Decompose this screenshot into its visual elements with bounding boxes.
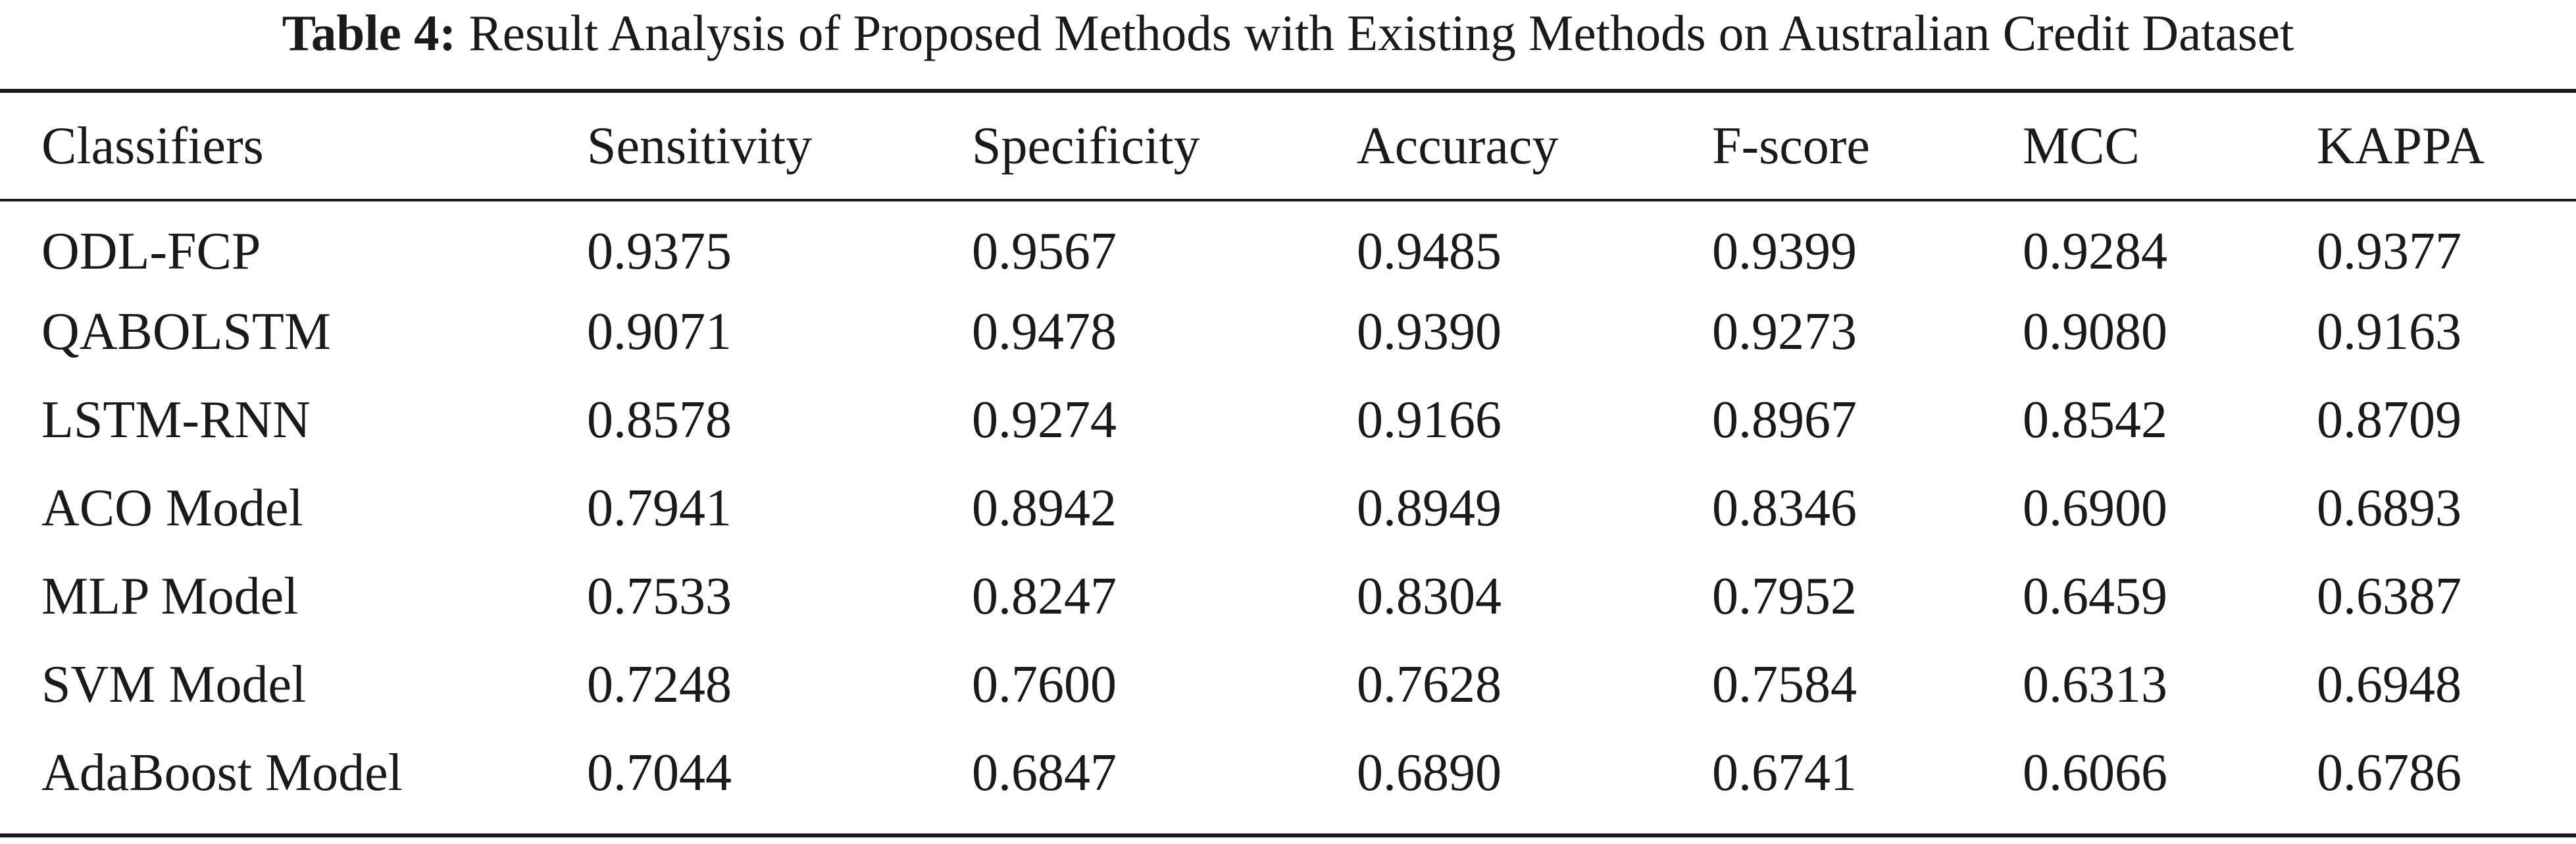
- table-cell: 0.9399: [1712, 222, 1857, 280]
- table-cell: 0.8949: [1357, 479, 1502, 537]
- table-cell: 0.8967: [1712, 390, 1857, 449]
- table-row: LSTM-RNN 0.8578 0.9274 0.9166 0.8967 0.8…: [0, 376, 2576, 464]
- table-cell: 0.7941: [587, 479, 732, 537]
- column-header: KAPPA: [2317, 117, 2485, 175]
- table-cell: 0.6893: [2317, 479, 2462, 537]
- top-rule: [0, 89, 2576, 93]
- table-cell: 0.6741: [1712, 743, 1857, 802]
- table-cell: 0.9080: [2023, 302, 2167, 361]
- table-cell: 0.9567: [972, 222, 1117, 280]
- classifier-name: ACO Model: [41, 479, 303, 537]
- table-cell: 0.7044: [587, 743, 732, 802]
- column-header: Sensitivity: [587, 117, 813, 175]
- column-header: Classifiers: [41, 117, 264, 175]
- header-row: Classifiers Sensitivity Specificity Accu…: [0, 93, 2576, 199]
- column-header: MCC: [2023, 117, 2140, 175]
- table-cell: 0.9375: [587, 222, 732, 280]
- table-cell: 0.9071: [587, 302, 732, 361]
- classifier-name: SVM Model: [41, 655, 307, 714]
- table-row: MLP Model 0.7533 0.8247 0.8304 0.7952 0.…: [0, 552, 2576, 641]
- classifier-name: LSTM-RNN: [41, 390, 311, 449]
- table-cell: 0.8304: [1357, 567, 1502, 625]
- table-cell: 0.6459: [2023, 567, 2167, 625]
- classifier-name: QABOLSTM: [41, 302, 332, 361]
- results-table: Classifiers Sensitivity Specificity Accu…: [0, 93, 2576, 817]
- table-cell: 0.8247: [972, 567, 1117, 625]
- column-header: F-score: [1712, 117, 1870, 175]
- table-cell: 0.9377: [2317, 222, 2462, 280]
- table-cell: 0.8942: [972, 479, 1117, 537]
- table-row: ACO Model 0.7941 0.8942 0.8949 0.8346 0.…: [0, 464, 2576, 552]
- table-cell: 0.7584: [1712, 655, 1857, 714]
- table-cell: 0.8578: [587, 390, 732, 449]
- table-cell: 0.6890: [1357, 743, 1502, 802]
- header-rule: [0, 199, 2576, 201]
- caption-label: Table 4:: [282, 5, 457, 61]
- table-cell: 0.6847: [972, 743, 1117, 802]
- table-cell: 0.6786: [2317, 743, 2462, 802]
- table-cell: 0.6948: [2317, 655, 2462, 714]
- table-cell: 0.9485: [1357, 222, 1502, 280]
- table-cell: 0.9274: [972, 390, 1117, 449]
- table-row: SVM Model 0.7248 0.7600 0.7628 0.7584 0.…: [0, 641, 2576, 729]
- table-cell: 0.7628: [1357, 655, 1502, 714]
- caption-text: Result Analysis of Proposed Methods with…: [468, 5, 2294, 61]
- table-row: AdaBoost Model 0.7044 0.6847 0.6890 0.67…: [0, 729, 2576, 817]
- table-cell: 0.6387: [2317, 567, 2462, 625]
- table-cell: 0.9478: [972, 302, 1117, 361]
- table-cell: 0.7248: [587, 655, 732, 714]
- classifier-name: MLP Model: [41, 567, 299, 625]
- classifier-name: ODL-FCP: [41, 222, 261, 280]
- table-cell: 0.8542: [2023, 390, 2167, 449]
- classifier-name: AdaBoost Model: [41, 743, 403, 802]
- table-cell: 0.6066: [2023, 743, 2167, 802]
- table-cell: 0.7600: [972, 655, 1117, 714]
- column-header: Specificity: [972, 117, 1200, 175]
- table-cell: 0.9163: [2317, 302, 2462, 361]
- table-cell: 0.9390: [1357, 302, 1502, 361]
- table-cell: 0.6900: [2023, 479, 2167, 537]
- table-cell: 0.9273: [1712, 302, 1857, 361]
- table-cell: 0.6313: [2023, 655, 2167, 714]
- table-cell: 0.8346: [1712, 479, 1857, 537]
- table-row: QABOLSTM 0.9071 0.9478 0.9390 0.9273 0.9…: [0, 288, 2576, 376]
- table-cell: 0.9166: [1357, 390, 1502, 449]
- table-cell: 0.8709: [2317, 390, 2462, 449]
- bottom-rule: [0, 833, 2576, 837]
- table-row: ODL-FCP 0.9375 0.9567 0.9485 0.9399 0.92…: [0, 199, 2576, 288]
- column-header: Accuracy: [1357, 117, 1559, 175]
- table-cell: 0.7952: [1712, 567, 1857, 625]
- table-caption: Table 4: Result Analysis of Proposed Met…: [0, 0, 2576, 79]
- table-cell: 0.7533: [587, 567, 732, 625]
- table-cell: 0.9284: [2023, 222, 2167, 280]
